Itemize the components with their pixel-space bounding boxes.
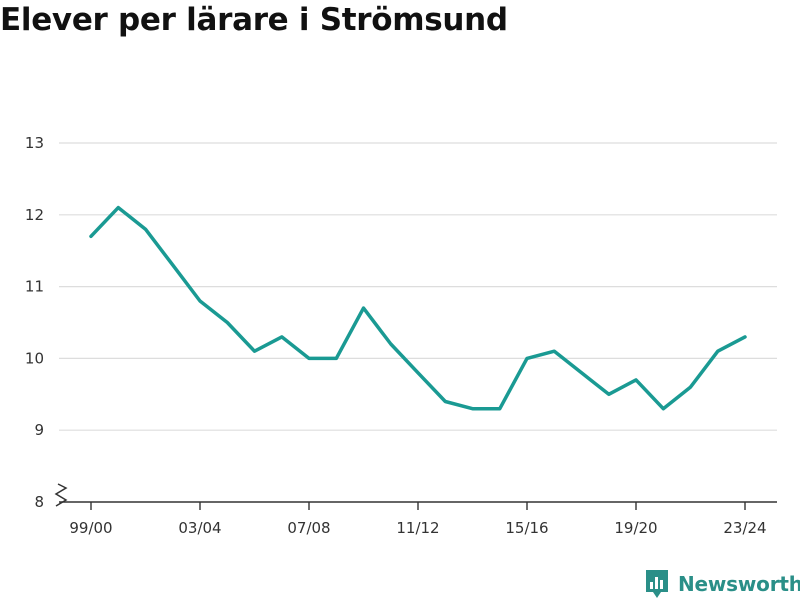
x-tick-label: 11/12 <box>396 519 439 537</box>
series-line <box>89 205 747 411</box>
y-axis-ticks: 8 9 10 11 12 13 <box>25 134 44 511</box>
y-tick-label: 13 <box>25 134 44 152</box>
x-tick-label: 23/24 <box>723 519 766 537</box>
axis-break-mark <box>54 483 68 507</box>
brand-logo: Newsworthy <box>644 568 800 600</box>
x-tick-label: 99/00 <box>69 519 112 537</box>
x-axis-ticks: 99/00 03/04 07/08 11/12 15/16 19/20 23/24 <box>69 502 767 537</box>
y-tick-label: 12 <box>25 206 44 224</box>
brand-name: Newsworthy <box>678 572 800 596</box>
y-tick-label: 10 <box>25 349 44 367</box>
chart-title: Elever per lärare i Strömsund <box>0 2 508 38</box>
grid-lines <box>59 142 777 431</box>
x-tick-label: 15/16 <box>505 519 548 537</box>
axis-break-icon <box>54 483 68 507</box>
x-tick-label: 03/04 <box>178 519 221 537</box>
y-tick-label: 9 <box>34 421 44 439</box>
series-layer <box>89 205 747 411</box>
x-tick-label: 07/08 <box>287 519 330 537</box>
x-tick-label: 19/20 <box>614 519 657 537</box>
y-tick-label: 8 <box>34 493 44 511</box>
y-tick-label: 11 <box>25 278 44 296</box>
bar-chart-logo-icon <box>646 570 668 598</box>
